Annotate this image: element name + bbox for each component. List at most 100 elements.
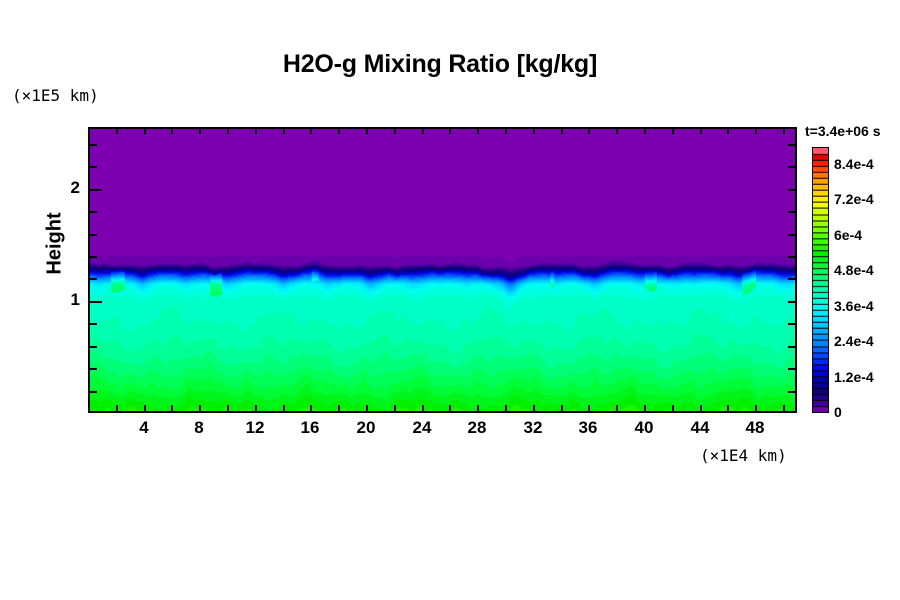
x-tick-minor <box>672 405 674 413</box>
x-tick-minor-top <box>283 127 285 134</box>
y-tick-minor-right <box>788 368 797 370</box>
y-tick-minor-right <box>788 256 797 258</box>
x-tick-minor-top <box>700 127 702 134</box>
x-tick-minor-top <box>561 127 563 134</box>
colorbar-tick-label: 4.8e-4 <box>834 262 874 278</box>
x-tick-minor-top <box>588 127 590 134</box>
x-tick-minor <box>394 405 396 413</box>
y-tick-minor <box>88 323 97 325</box>
x-tick-label: 8 <box>194 418 204 437</box>
y-tick-minor <box>88 144 97 146</box>
x-tick-minor <box>700 405 702 413</box>
colorbar <box>812 147 829 413</box>
x-tick-minor-top <box>422 127 424 134</box>
y-tick-minor-right <box>788 189 797 191</box>
y-tick-minor-right <box>788 391 797 393</box>
x-tick-minor-top <box>116 127 118 134</box>
colorbar-tick-label: 2.4e-4 <box>834 333 874 349</box>
x-tick-minor-top <box>255 127 257 134</box>
x-tick-minor <box>283 405 285 413</box>
x-tick-minor <box>505 405 507 413</box>
contour-plot-area <box>88 127 797 413</box>
x-tick-minor-top <box>394 127 396 134</box>
x-tick-minor <box>199 405 201 413</box>
x-tick-minor <box>171 405 173 413</box>
y-tick-minor <box>88 234 97 236</box>
x-tick-minor-top <box>533 127 535 134</box>
x-tick-minor <box>477 405 479 413</box>
x-tick-label: 32 <box>523 418 543 437</box>
colorbar-tick-label: 6e-4 <box>834 227 863 243</box>
x-tick-minor <box>644 405 646 413</box>
y-tick-minor <box>88 368 97 370</box>
x-tick-minor-top <box>227 127 229 134</box>
y-tick-minor-right <box>788 144 797 146</box>
y-tick-minor-right <box>788 211 797 213</box>
colorbar-tick-label: 1.2e-4 <box>834 369 874 385</box>
colorbar-gradient <box>813 148 828 412</box>
y-tick-minor-right <box>788 301 797 303</box>
x-tick-minor-top <box>755 127 757 134</box>
x-tick-minor <box>255 405 257 413</box>
colorbar-tick-label: 7.2e-4 <box>834 191 874 207</box>
x-tick-minor <box>588 405 590 413</box>
y-tick-minor-right <box>788 323 797 325</box>
y-axis-title: Height <box>43 212 66 275</box>
y-tick-minor <box>88 211 97 213</box>
x-tick-label: 20 <box>356 418 376 437</box>
x-tick-minor <box>561 405 563 413</box>
x-tick-minor-top <box>366 127 368 134</box>
y-tick-label: 2 <box>70 178 80 197</box>
x-tick-minor <box>727 405 729 413</box>
y-tick-minor-right <box>788 278 797 280</box>
colorbar-tick-label: 8.4e-4 <box>834 156 874 172</box>
x-tick-label: 36 <box>578 418 598 437</box>
y-tick-minor <box>88 256 97 258</box>
x-tick-minor-top <box>644 127 646 134</box>
x-tick-minor <box>310 405 312 413</box>
page-title: H2O-g Mixing Ratio [kg/kg] <box>282 50 598 78</box>
y-tick-minor <box>88 166 97 168</box>
x-tick-minor-top <box>449 127 451 134</box>
x-tick-minor-top <box>505 127 507 134</box>
x-tick-label: 28 <box>467 418 487 437</box>
y-tick-minor <box>88 391 97 393</box>
x-tick-minor <box>616 405 618 413</box>
colorbar-tick-label: 0 <box>834 404 842 420</box>
x-tick-label: 44 <box>690 418 710 437</box>
x-tick-minor <box>422 405 424 413</box>
x-tick-minor-top <box>199 127 201 134</box>
y-tick-minor-right <box>788 346 797 348</box>
x-tick-minor <box>533 405 535 413</box>
x-tick-minor-top <box>616 127 618 134</box>
x-tick-minor <box>116 405 118 413</box>
y-tick-major <box>88 189 102 191</box>
y-tick-minor-right <box>788 166 797 168</box>
x-tick-label: 16 <box>300 418 320 437</box>
x-tick-minor-top <box>477 127 479 134</box>
x-tick-minor-top <box>144 127 146 134</box>
x-tick-minor <box>144 405 146 413</box>
x-tick-label: 40 <box>634 418 654 437</box>
x-tick-label: 48 <box>745 418 765 437</box>
x-tick-minor <box>366 405 368 413</box>
x-tick-minor <box>227 405 229 413</box>
x-tick-minor-top <box>310 127 312 134</box>
y-axis-unit-label: (×1E5 km) <box>12 86 99 105</box>
x-tick-minor-top <box>171 127 173 134</box>
x-tick-label: 12 <box>245 418 265 437</box>
y-tick-major <box>88 301 102 303</box>
x-tick-minor <box>783 405 785 413</box>
x-tick-label: 4 <box>139 418 149 437</box>
colorbar-tick-label: 3.6e-4 <box>834 298 874 314</box>
x-tick-label: 24 <box>412 418 432 437</box>
x-tick-minor-top <box>727 127 729 134</box>
y-tick-minor-right <box>788 234 797 236</box>
x-axis-unit-label: (×1E4 km) <box>700 446 787 465</box>
y-tick-minor <box>88 278 97 280</box>
x-tick-minor-top <box>672 127 674 134</box>
x-tick-minor <box>338 405 340 413</box>
y-tick-label: 1 <box>70 290 80 309</box>
y-tick-minor <box>88 346 97 348</box>
